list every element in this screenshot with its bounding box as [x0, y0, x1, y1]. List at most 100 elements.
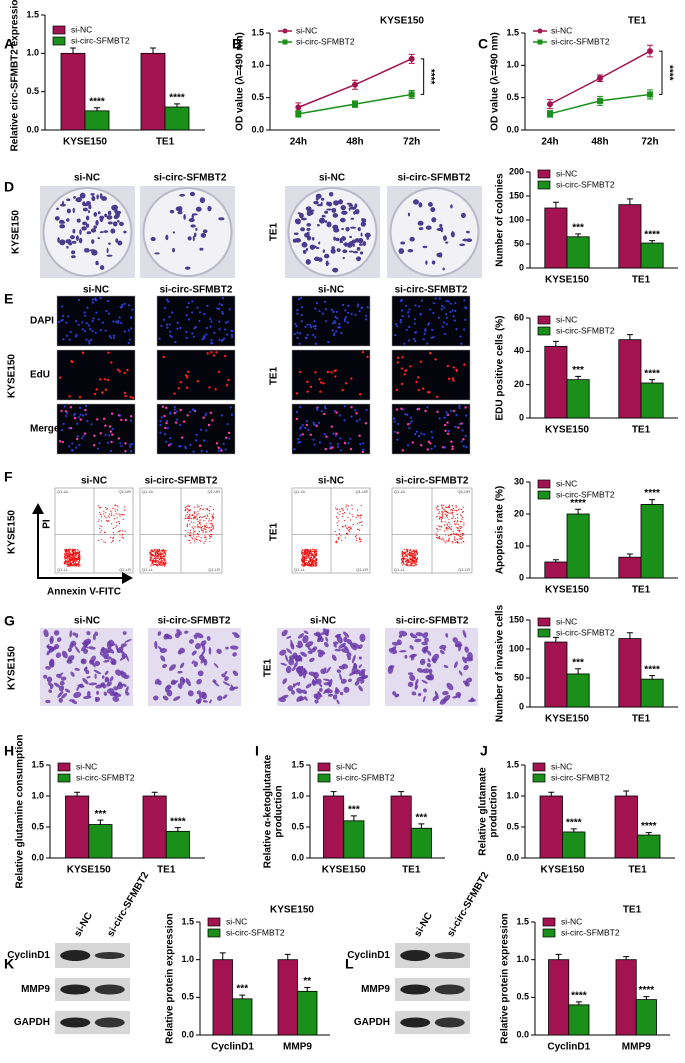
- event: [155, 561, 157, 564]
- event: [308, 550, 310, 552]
- edu-cell: [442, 446, 445, 449]
- y-tick-label: 0.5: [26, 86, 39, 96]
- event: [359, 529, 361, 532]
- event: [101, 520, 103, 522]
- chart-title: TE1: [623, 905, 642, 916]
- nucleus: [223, 337, 226, 340]
- event: [407, 548, 409, 550]
- y-tick-label: 10: [514, 540, 524, 550]
- edu-cell: [198, 444, 202, 447]
- event: [193, 533, 195, 536]
- event: [78, 553, 81, 556]
- event: [200, 504, 203, 507]
- colony: [331, 246, 335, 250]
- nucleus: [168, 323, 171, 326]
- invasive-cell: [67, 655, 75, 662]
- nucleus: [61, 428, 64, 432]
- nucleus: [296, 308, 299, 312]
- invasive-cell: [458, 670, 463, 676]
- invasive-cell: [74, 645, 80, 654]
- group-label: si-circ-SFMBT2: [160, 285, 233, 296]
- event: [67, 558, 69, 561]
- event: [197, 511, 199, 513]
- nucleus: [117, 319, 120, 322]
- colony: [293, 232, 299, 235]
- point: [597, 97, 603, 104]
- event: [436, 515, 438, 518]
- event: [199, 527, 201, 529]
- invasive-cell: [234, 686, 239, 690]
- nucleus: [407, 444, 410, 447]
- event: [204, 515, 206, 517]
- y-axis-title: production: [274, 785, 285, 837]
- nucleus: [196, 306, 199, 309]
- invasive-cell: [422, 632, 429, 639]
- invasive-cell: [332, 641, 339, 645]
- event: [312, 553, 314, 556]
- invasive-cell: [185, 678, 191, 687]
- event: [192, 528, 195, 530]
- invasive-cell: [85, 669, 90, 675]
- event: [154, 556, 156, 558]
- event: [157, 550, 160, 552]
- protein-label: MMP9: [21, 984, 50, 995]
- nucleus: [323, 432, 326, 436]
- event: [359, 515, 362, 517]
- bar: [566, 379, 590, 419]
- invasive-cell: [470, 697, 475, 702]
- event: [184, 517, 186, 519]
- invasive-cell: [56, 637, 62, 642]
- y-tick-label: 1.5: [31, 759, 44, 769]
- nucleus: [346, 321, 349, 324]
- chart-title: TE1: [628, 16, 647, 27]
- y-tick-label: 20: [514, 379, 524, 389]
- event: [211, 516, 213, 518]
- invasive-cell: [404, 654, 408, 659]
- point: [597, 75, 603, 82]
- event: [413, 559, 416, 561]
- event: [411, 551, 413, 553]
- nucleus: [415, 430, 418, 433]
- edu-cell: [164, 406, 168, 410]
- invasive-cell: [295, 667, 302, 673]
- bar: [640, 503, 664, 579]
- legend-label: si-NC: [556, 314, 577, 324]
- legend-swatch: [537, 315, 551, 325]
- colony: [82, 207, 88, 212]
- event: [408, 552, 411, 554]
- nucleus: [176, 321, 179, 324]
- event: [151, 549, 153, 551]
- y-tick-label: 1.0: [251, 60, 264, 70]
- nucleus: [366, 306, 369, 309]
- edu-cell: [295, 417, 299, 421]
- invasive-cell: [343, 631, 350, 638]
- invasive-cell: [462, 656, 467, 664]
- event: [412, 550, 414, 552]
- error-bar: [575, 508, 582, 514]
- colony: [115, 238, 119, 243]
- x-tick-label: KYSE150: [545, 275, 589, 286]
- event: [453, 538, 456, 540]
- nucleus: [187, 318, 191, 321]
- colony: [150, 236, 156, 242]
- invasive-cell: [168, 664, 176, 671]
- nucleus: [324, 308, 328, 311]
- edu-cell: [185, 386, 189, 389]
- event: [154, 557, 156, 559]
- event: [301, 557, 304, 560]
- event: [414, 554, 417, 556]
- nucleus: [192, 335, 195, 338]
- nucleus: [333, 409, 336, 413]
- event: [415, 560, 418, 562]
- event: [454, 517, 456, 520]
- nucleus: [399, 321, 403, 324]
- error-bar: [643, 996, 650, 1000]
- nucleus: [127, 341, 130, 344]
- bar: [615, 959, 637, 1036]
- nucleus: [331, 329, 334, 332]
- event: [164, 563, 167, 565]
- invasive-cell: [217, 695, 223, 701]
- event: [70, 562, 72, 565]
- invasive-cell: [458, 643, 462, 652]
- event: [211, 514, 213, 516]
